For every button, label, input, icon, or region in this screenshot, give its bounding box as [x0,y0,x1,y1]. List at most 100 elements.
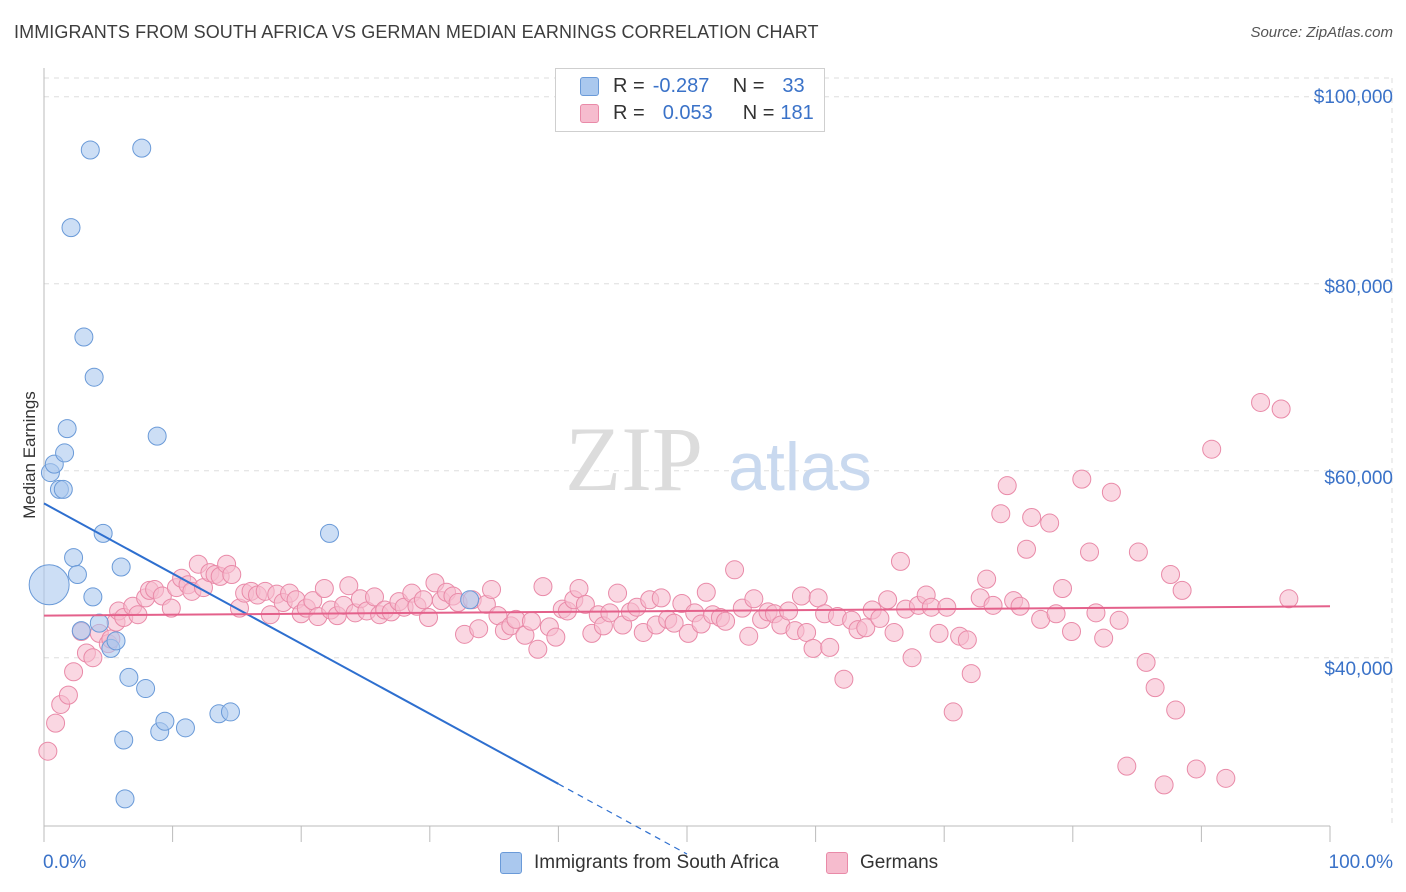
south-africa-point [80,140,100,160]
south-africa-point [136,679,156,699]
bottom-legend-label: Germans [860,852,939,873]
germans-point [820,637,840,657]
germans-point [528,639,548,659]
germans-point [902,648,922,668]
germans-point [419,607,439,627]
germans-point [1094,628,1114,648]
germans-point [46,713,66,733]
germans-point [1154,775,1174,795]
germans-point [1186,759,1206,779]
south-africa-point [55,443,75,463]
germans-point [803,638,823,658]
germans-point [744,589,764,609]
south-africa-point [84,367,104,387]
legend-n-value: 181 [780,101,814,124]
germans-point [997,476,1017,496]
trend-lines [43,502,1331,855]
germans-point [1279,589,1299,609]
germans-point [83,648,103,668]
germans-point [991,504,1011,524]
germans-point [884,622,904,642]
legend-r-label: R = [613,74,645,97]
south-africa-point [71,621,91,641]
south-africa-point [64,548,84,568]
south-africa-point [155,711,175,731]
germans-point [521,611,541,631]
legend-r-value: -0.287 [652,74,710,97]
bottom-legend-south-africa: Immigrants from South Africa [500,852,779,874]
germans-point [834,669,854,689]
south-africa-point [57,419,77,439]
germans-point [739,626,759,646]
germans-point [575,594,595,614]
south-africa-point [115,789,135,809]
axes [43,68,1331,842]
south-africa-points [28,138,480,809]
germans-point [58,685,78,705]
germans-point [725,560,745,580]
germans-trend-line [43,605,1331,617]
germans-point [651,588,671,608]
germans-point [1216,768,1236,788]
germans-point [1128,542,1148,562]
south-africa-point [460,590,480,610]
germans-point [339,576,359,596]
south-africa-point [175,718,195,738]
germans-point [1145,678,1165,698]
south-africa-point [61,218,81,238]
south-africa-point [83,587,103,607]
germans-point [791,586,811,606]
bottom-legend-germans: Germans [826,852,938,874]
x-tick-min: 0.0% [43,852,87,873]
germans-point [161,598,181,618]
south-africa-point [106,631,126,651]
germans-point [977,569,997,589]
germans-point [1062,622,1082,642]
germans-point [870,608,890,628]
germans-point [1086,603,1106,623]
south-africa-point [28,564,70,606]
germans-point [569,579,589,599]
south-africa-point [147,426,167,446]
germans-point [808,588,828,608]
germans-point [546,627,566,647]
source-credit: Source: ZipAtlas.com [1250,24,1393,41]
germans-point [1017,539,1037,559]
germans-point [664,613,684,633]
germans-point [929,623,949,643]
germans-point [1053,579,1073,599]
germans-point [64,662,84,682]
bottom-legend-label: Immigrants from South Africa [534,852,779,873]
bottom-legend-swatch-pink [826,852,848,874]
south-africa-point [114,730,134,750]
germans-point [961,664,981,684]
grid-lines [44,77,1393,826]
legend-swatch-pink [580,103,599,123]
germans-point [678,623,698,643]
germans-point [413,590,433,610]
y-tick-80000: $80,000 [1324,277,1393,298]
germans-point [937,597,957,617]
germans-point [672,593,692,613]
germans-point [1251,392,1271,412]
y-tick-60000: $60,000 [1324,468,1393,489]
south-africa-point [319,523,339,543]
germans-point [1040,513,1060,533]
watermark-zip: ZIP [565,408,703,510]
germans-point [38,741,58,761]
germans-point [1136,652,1156,672]
germans-point [314,579,334,599]
germans-point [533,577,553,597]
germans-point [1109,610,1129,630]
germans-point [600,603,620,623]
germans-point [1117,756,1137,776]
south-africa-point [132,138,152,158]
stats-legend: R = -0.287 N = 33 R = 0.053 N = 181 [555,68,825,132]
south-africa-point [119,667,139,687]
germans-point [1022,507,1042,527]
germans-point [608,583,628,603]
germans-point [365,587,385,607]
germans-point [1271,399,1291,419]
germans-point [1172,580,1192,600]
